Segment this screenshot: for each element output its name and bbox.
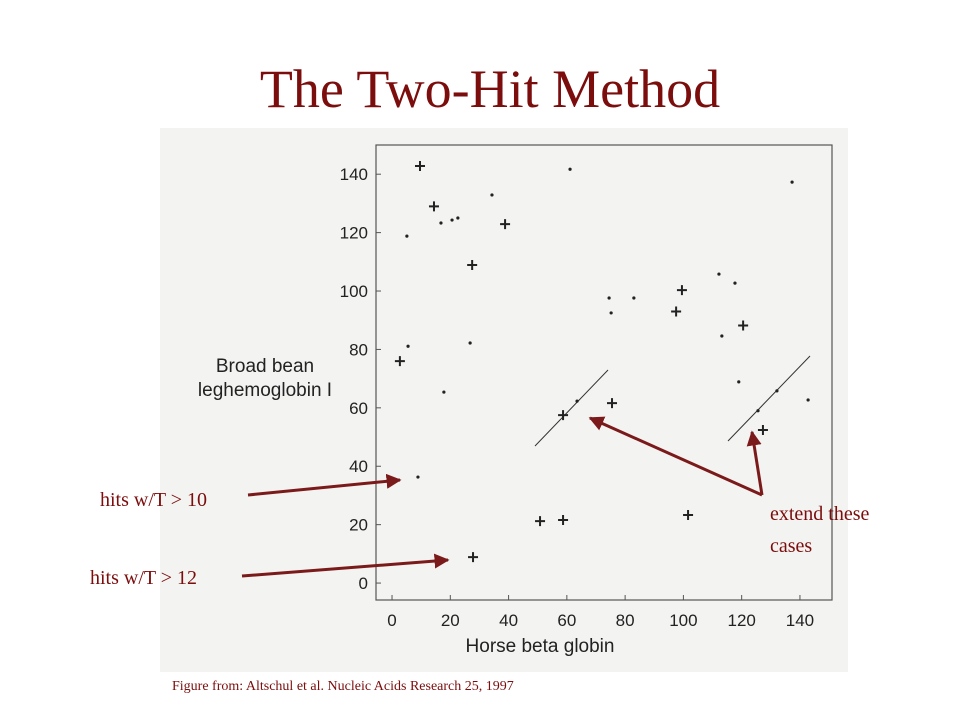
y-tick-label: 100 (340, 282, 368, 301)
caption: Figure from: Altschul et al. Nucleic Aci… (172, 679, 514, 694)
dot-point (575, 399, 579, 403)
dot-point (468, 341, 472, 345)
plus-point (535, 516, 546, 527)
plus-point (394, 356, 405, 367)
y-tick-label: 120 (340, 224, 368, 243)
annotation: cases (770, 535, 812, 557)
dot-point (609, 311, 613, 315)
dot-point (607, 296, 611, 300)
y-tick-label: 140 (340, 165, 368, 184)
annotation: hits w/T > 12 (90, 567, 197, 589)
plus-point (683, 510, 694, 521)
y-tick-label: 0 (359, 574, 368, 593)
arrow (588, 416, 763, 497)
y-axis-label: leghemoglobin I (198, 380, 332, 401)
plus-point (468, 552, 479, 563)
x-tick-label: 140 (786, 611, 814, 630)
arrow (247, 473, 402, 497)
y-axis-label: Broad bean (216, 356, 314, 377)
y-tick-label: 60 (349, 399, 368, 418)
plus-point (558, 410, 569, 421)
dot-point (439, 221, 443, 225)
dot-point (717, 272, 721, 276)
plus-point (676, 285, 687, 296)
diagonal (534, 369, 609, 447)
dot-point (406, 344, 410, 348)
arrow (241, 553, 450, 578)
x-tick-label: 0 (387, 611, 396, 630)
dot-point (442, 390, 446, 394)
plot-frame (375, 144, 833, 601)
annotation: extend these (770, 503, 870, 525)
dot-point (490, 193, 494, 197)
dot-point (756, 409, 760, 413)
plus-point (607, 398, 618, 409)
plus-point (428, 201, 439, 212)
dot-point (632, 296, 636, 300)
dot-point (806, 398, 810, 402)
dot-point (775, 389, 779, 393)
figure-background (160, 128, 848, 672)
plus-point (671, 306, 682, 317)
diagonal (727, 355, 811, 442)
dot-point (416, 475, 420, 479)
dot-point (456, 216, 460, 220)
dot-point (568, 167, 572, 171)
dot-point (737, 380, 741, 384)
dot-point (405, 234, 409, 238)
plus-point (414, 161, 425, 172)
plus-point (467, 260, 478, 271)
plus-point (738, 320, 749, 331)
y-tick-label: 80 (349, 340, 368, 359)
dot-point (790, 180, 794, 184)
dot-point (733, 281, 737, 285)
annotation: hits w/T > 10 (100, 489, 207, 511)
y-tick-label: 40 (349, 457, 368, 476)
plus-point (558, 514, 569, 525)
x-tick-label: 20 (441, 611, 460, 630)
x-tick-label: 100 (669, 611, 697, 630)
plus-point (757, 425, 768, 436)
plus-point (500, 219, 511, 230)
dot-point (450, 218, 454, 222)
y-tick-label: 20 (349, 516, 368, 535)
dot-point (720, 334, 724, 338)
x-tick-label: 80 (616, 611, 635, 630)
x-tick-label: 120 (727, 611, 755, 630)
x-axis-label: Horse beta globin (466, 636, 615, 657)
arrow (746, 430, 764, 496)
slide-title: The Two-Hit Method (260, 59, 720, 119)
x-tick-label: 40 (499, 611, 518, 630)
x-tick-label: 60 (557, 611, 576, 630)
